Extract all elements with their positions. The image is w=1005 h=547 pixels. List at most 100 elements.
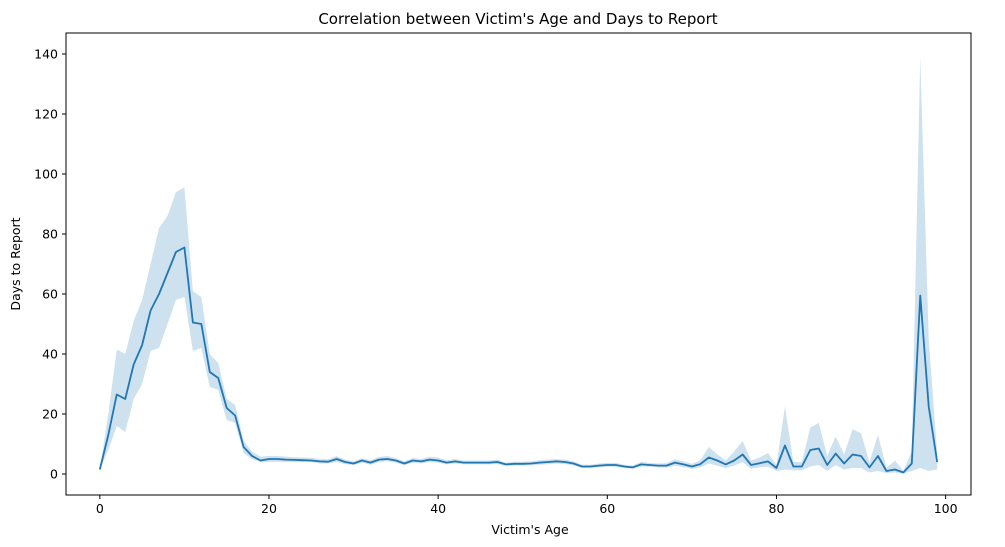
data-point — [555, 460, 557, 462]
data-point — [116, 393, 118, 395]
x-axis-label: Victim's Age — [491, 522, 569, 537]
data-point — [564, 461, 566, 463]
y-tick-label: 100 — [34, 167, 58, 182]
data-point — [868, 466, 870, 468]
data-point — [149, 309, 151, 311]
data-point — [725, 463, 727, 465]
plot-frame — [65, 32, 972, 496]
data-point — [293, 459, 295, 461]
data-point — [488, 461, 490, 463]
y-axis-label: Days to Report — [8, 217, 23, 310]
data-point — [843, 462, 845, 464]
data-point — [530, 462, 532, 464]
series-line — [98, 246, 939, 474]
data-point — [107, 434, 109, 436]
data-point — [471, 461, 473, 463]
data-point — [877, 455, 879, 457]
data-point — [860, 455, 862, 457]
data-point — [581, 465, 583, 467]
data-point — [124, 398, 126, 400]
x-tick-label: 40 — [430, 501, 446, 516]
data-point — [615, 464, 617, 466]
data-point — [496, 461, 498, 463]
data-point — [911, 462, 913, 464]
data-point — [598, 464, 600, 466]
data-point — [716, 459, 718, 461]
data-point — [259, 459, 261, 461]
data-point — [479, 461, 481, 463]
data-point — [378, 458, 380, 460]
y-tick-label: 140 — [34, 47, 58, 62]
data-point — [657, 464, 659, 466]
data-point — [166, 272, 168, 274]
data-point — [183, 246, 185, 248]
data-point — [547, 461, 549, 463]
data-point — [175, 251, 177, 253]
data-point — [395, 459, 397, 461]
data-point — [99, 468, 101, 470]
data-point — [386, 458, 388, 460]
data-point — [750, 464, 752, 466]
data-point — [234, 414, 236, 416]
data-point — [682, 463, 684, 465]
data-point — [361, 459, 363, 461]
data-point — [209, 371, 211, 373]
data-point — [538, 461, 540, 463]
data-point — [801, 465, 803, 467]
data-point — [818, 447, 820, 449]
confidence-band-layer — [99, 57, 938, 474]
data-point — [741, 453, 743, 455]
data-point — [902, 471, 904, 473]
y-tick-label: 120 — [34, 107, 58, 122]
x-tick-label: 80 — [769, 501, 785, 516]
data-point — [158, 293, 160, 295]
data-point — [462, 461, 464, 463]
data-point — [767, 460, 769, 462]
data-point — [335, 458, 337, 460]
data-point — [885, 470, 887, 472]
y-axis-ticks: 0 20 40 60 80 100 120 140 — [34, 47, 66, 482]
y-tick-label: 20 — [42, 407, 58, 422]
data-point — [648, 464, 650, 466]
data-point — [369, 461, 371, 463]
data-point — [226, 407, 228, 409]
data-point — [691, 465, 693, 467]
data-point — [894, 468, 896, 470]
y-tick-label: 60 — [42, 287, 58, 302]
data-point — [631, 466, 633, 468]
data-point — [572, 462, 574, 464]
data-point — [792, 465, 794, 467]
chart-title: Correlation between Victim's Age and Day… — [318, 10, 717, 28]
data-point — [522, 463, 524, 465]
data-point — [217, 377, 219, 379]
data-point — [826, 464, 828, 466]
data-point — [834, 452, 836, 454]
data-point — [699, 463, 701, 465]
data-point — [412, 459, 414, 461]
data-point — [589, 465, 591, 467]
data-point — [242, 446, 244, 448]
y-tick-label: 80 — [42, 227, 58, 242]
data-point — [310, 459, 312, 461]
x-tick-label: 60 — [599, 501, 615, 516]
data-point — [708, 456, 710, 458]
data-point — [132, 363, 134, 365]
data-point — [775, 467, 777, 469]
data-point — [758, 462, 760, 464]
data-point — [200, 323, 202, 325]
data-point — [623, 465, 625, 467]
data-point — [437, 459, 439, 461]
plot-area — [66, 33, 971, 495]
data-point — [784, 444, 786, 446]
data-point — [141, 344, 143, 346]
data-point — [665, 464, 667, 466]
x-axis-ticks: 0 20 40 60 80 100 — [96, 495, 958, 516]
data-point — [420, 460, 422, 462]
data-point — [344, 461, 346, 463]
data-point — [251, 455, 253, 457]
data-point — [403, 462, 405, 464]
series-line-layer — [98, 246, 939, 474]
data-point — [428, 458, 430, 460]
data-point — [302, 459, 304, 461]
